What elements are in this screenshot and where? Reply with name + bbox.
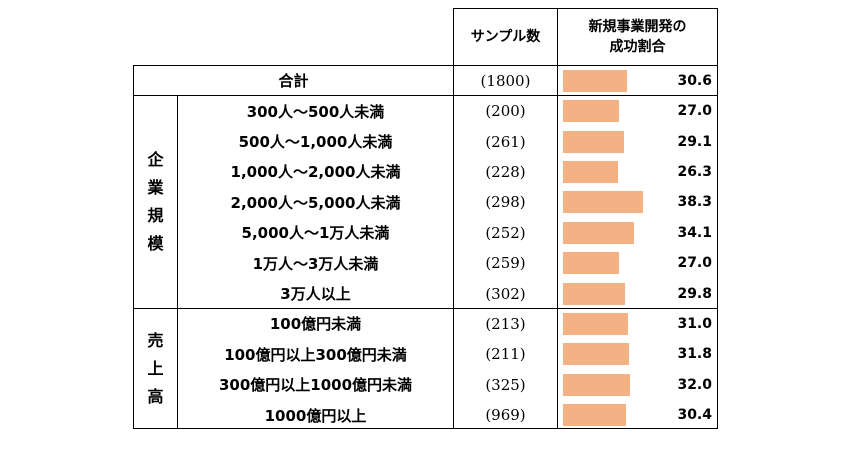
success-rate-bar [563,100,620,123]
grid-line [557,8,558,428]
success-rate-value: 29.1 [677,133,712,150]
success-rate-value: 32.0 [677,376,712,393]
success-rate-value: 34.1 [677,224,712,241]
success-rate-bar [563,161,618,183]
success-rate-value: 38.3 [677,194,712,211]
success-rate-value: 31.8 [677,346,712,363]
success-rate-value: 30.6 [677,72,712,89]
grid-line [133,65,134,429]
row-label: 3万人以上 [280,285,351,304]
success-rate-header-line2: 成功割合 [609,39,666,55]
group-char: 上 [147,358,164,378]
sample-count: (261) [485,132,526,151]
sample-count-header-label: サンプル数 [470,29,541,45]
grid-line [133,65,718,66]
row-label: 合計 [278,72,309,90]
group-char: 規 [147,206,164,225]
success-rate-bar [563,343,630,366]
success-rate-value: 27.0 [677,103,712,120]
grid-line [453,8,454,428]
success-rate-bar [563,221,634,244]
grid-line [177,95,178,429]
sample-count: (228) [485,162,526,181]
success-rate-bar [563,69,627,92]
group-label-revenue: 売 上 高 [134,309,177,428]
sample-count: (298) [485,193,526,212]
success-rate-header: 新規事業開発の 成功割合 [558,9,717,65]
sample-count: (211) [485,345,526,364]
sample-count: (325) [485,375,526,394]
row-label: 300億円以上1000億円未満 [218,376,413,395]
sample-count: (259) [485,254,526,273]
row-label: 100億円未満 [269,315,362,334]
grid-line [133,428,718,429]
row-label: 100億円以上300億円未満 [224,345,407,364]
sample-count-header: サンプル数 [454,9,557,65]
group-char: 高 [147,386,164,406]
sample-count: (200) [485,102,526,121]
success-rate-bar [563,313,628,335]
success-rate-bar [563,404,627,427]
success-rate-header-line1: 新規事業開発の [588,19,687,35]
row-label: 300人～500人未満 [246,102,385,121]
success-rate-bar [563,130,624,153]
grid-line [717,8,718,428]
sample-count: (1800) [480,71,531,90]
row-label: 1000億円以上 [264,406,367,425]
grid-line [133,308,718,309]
success-rate-value: 29.8 [677,285,712,302]
success-rate-value: 31.0 [677,315,712,332]
sample-count: (252) [485,223,526,242]
group-label-company-size: 企 業 規 模 [134,96,177,308]
group-char: 模 [147,234,164,253]
success-rate-bar [563,282,625,305]
sample-count: (969) [485,406,526,425]
sample-count: (213) [485,314,526,333]
row-label: 500人～1,000人未満 [238,133,393,152]
row-label: 1万人～3万人未満 [252,254,379,273]
success-rate-bar [563,252,620,275]
group-char: 企 [147,150,164,169]
success-rate-value: 27.0 [677,255,712,272]
grid-line [133,95,718,96]
row-label: 2,000人～5,000人未満 [230,193,401,212]
sample-count: (302) [485,284,526,303]
row-label: 5,000人～1万人未満 [241,224,390,243]
group-char: 業 [147,178,164,197]
success-rate-bar [563,191,643,214]
grid-line [453,8,718,9]
success-rate-value: 26.3 [677,163,712,180]
success-rate-value: 30.4 [677,407,712,424]
row-label: 1,000人～2,000人未満 [230,163,401,182]
group-char: 売 [147,330,164,350]
success-rate-bar [563,373,630,396]
